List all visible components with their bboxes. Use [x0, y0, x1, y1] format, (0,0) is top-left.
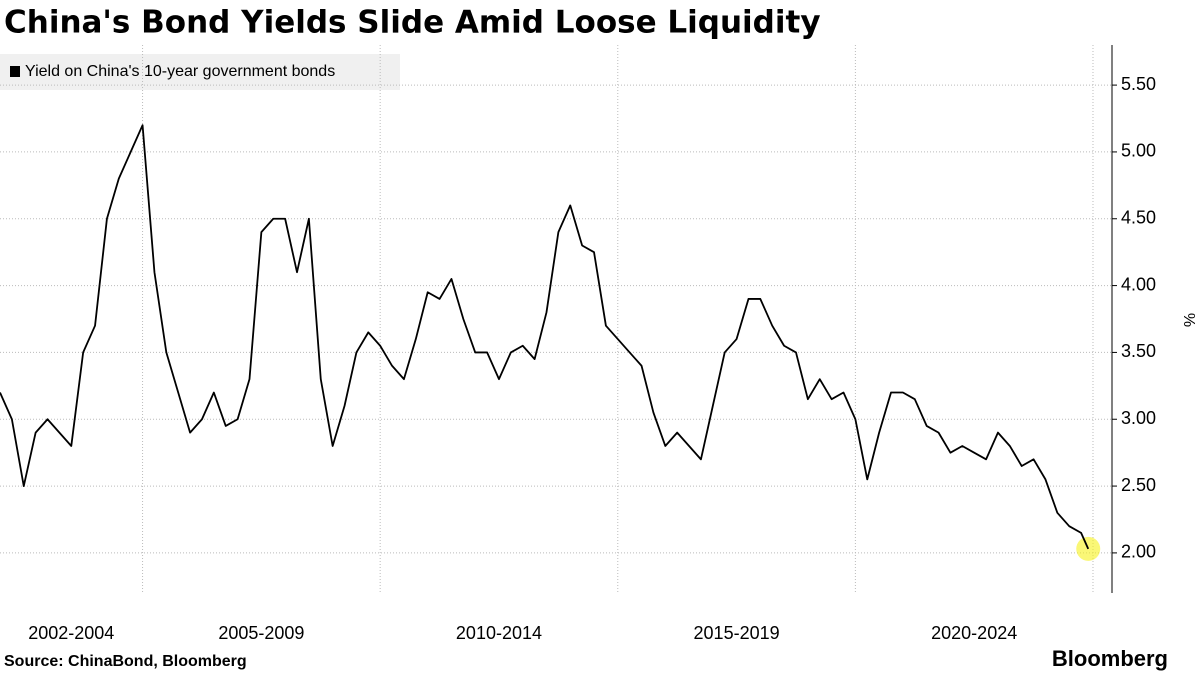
source: Source: ChinaBond, Bloomberg: [4, 653, 247, 670]
y-tick-label: 5.50: [1121, 74, 1156, 94]
legend-swatch: [10, 66, 20, 77]
x-tick-label: 2002-2004: [28, 623, 114, 643]
x-tick-label: 2020-2024: [931, 623, 1017, 643]
y-tick-label: 2.00: [1121, 542, 1156, 562]
x-tick-label: 2015-2019: [694, 623, 780, 643]
series-line: [0, 124, 1090, 550]
y-axis-label: %: [1180, 313, 1197, 327]
brand: Bloomberg: [1052, 646, 1168, 671]
legend-box: [0, 54, 400, 90]
x-tick-label: 2005-2009: [218, 623, 304, 643]
y-tick-label: 4.50: [1121, 208, 1156, 228]
y-tick-label: 3.00: [1121, 408, 1156, 428]
legend-label: Yield on China's 10-year government bond…: [25, 63, 335, 80]
chart-title: China's Bond Yields Slide Amid Loose Liq…: [4, 5, 821, 41]
y-tick-label: 3.50: [1121, 341, 1156, 361]
y-tick-label: 2.50: [1121, 475, 1156, 495]
y-tick-label: 4.00: [1121, 274, 1156, 294]
x-tick-label: 2010-2014: [456, 623, 542, 643]
y-tick-label: 5.00: [1121, 141, 1156, 161]
